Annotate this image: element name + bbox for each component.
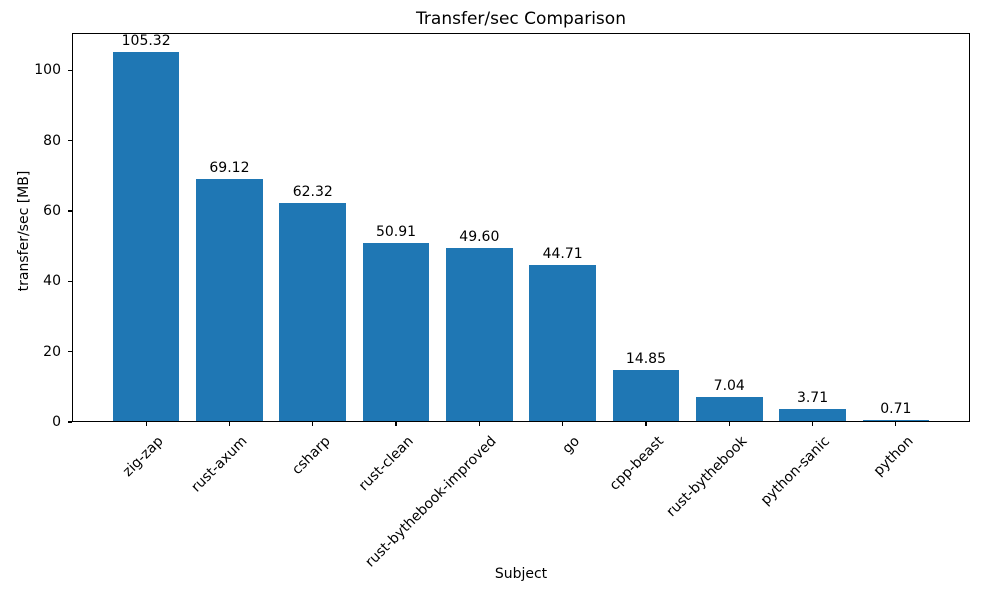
- y-axis-tick: [68, 351, 72, 353]
- bar-value-label: 105.32: [121, 32, 171, 49]
- bar-value-label: 14.85: [625, 350, 666, 367]
- bar-python-sanic: [779, 408, 846, 421]
- bar-value-label: 62.32: [292, 183, 333, 200]
- y-axis-tick: [68, 421, 72, 423]
- bar-value-label: 69.12: [209, 159, 250, 176]
- x-axis-tick: [895, 422, 897, 426]
- y-tick-label: 0: [52, 414, 61, 430]
- bar-cpp-beast: [612, 369, 680, 421]
- x-axis-label: Subject: [494, 566, 548, 582]
- bar-value-label: 3.71: [796, 389, 829, 406]
- bar-value-label: 0.71: [880, 400, 912, 417]
- bar-zig-zap: [112, 51, 180, 421]
- chart-title: Transfer/sec Comparison: [416, 9, 626, 29]
- y-axis-tick: [68, 69, 72, 71]
- x-axis-tick: [312, 422, 314, 426]
- y-tick-label: 40: [43, 273, 61, 290]
- bar-rust-axum: [196, 178, 263, 421]
- y-tick-label: 60: [43, 202, 61, 219]
- bar-value-label: 49.60: [459, 228, 500, 245]
- bar-rust-bythebook-improved: [446, 247, 513, 421]
- x-axis-tick: [811, 422, 814, 426]
- x-axis-tick: [728, 422, 730, 426]
- y-tick-label: 80: [43, 132, 61, 149]
- x-axis-tick: [562, 422, 564, 426]
- bar-value-label: 44.71: [542, 245, 583, 262]
- bar-csharp: [279, 202, 347, 421]
- bar-python: [862, 419, 930, 421]
- bar-value-label: 50.91: [375, 223, 417, 240]
- y-axis-tick: [68, 280, 72, 282]
- y-axis-tick: [68, 140, 72, 142]
- x-axis-tick: [645, 422, 647, 426]
- bar-go: [529, 264, 596, 421]
- bar-value-label: 7.04: [713, 378, 745, 395]
- x-axis-tick: [395, 422, 397, 426]
- x-axis-tick: [145, 422, 147, 426]
- x-tick-label: python: [870, 433, 917, 480]
- bar-rust-clean: [362, 242, 430, 421]
- y-tick-label: 100: [34, 62, 61, 79]
- y-axis-tick: [68, 210, 72, 212]
- bar-rust-bythebook: [695, 397, 763, 421]
- x-axis-tick: [478, 422, 480, 426]
- y-tick-label: 20: [43, 343, 61, 360]
- x-axis-tick: [228, 422, 231, 426]
